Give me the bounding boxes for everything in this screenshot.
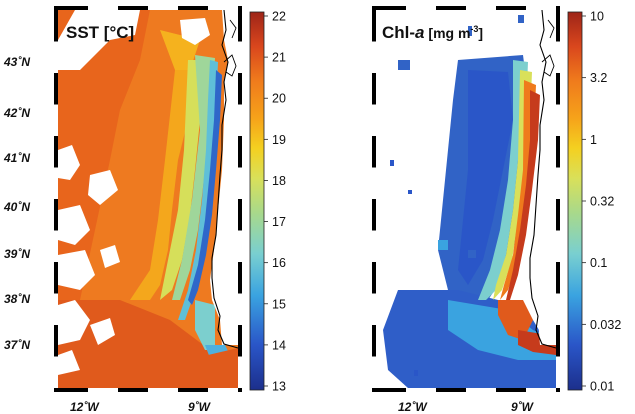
frame-segment	[556, 167, 560, 199]
chl-field	[383, 10, 556, 388]
sst-colorbar	[249, 11, 265, 391]
chl-lon-label: 12˚W	[398, 400, 428, 414]
frame-segment	[54, 41, 58, 73]
chl-border-ticks	[372, 6, 560, 392]
frame-segment	[148, 388, 178, 392]
colorbar-tick-label: 14	[272, 338, 286, 352]
colorbar-tick-label: 1	[590, 133, 597, 147]
colorbar-tick-label: 17	[272, 215, 286, 229]
colorbar-tick-label: 21	[272, 51, 286, 65]
sst-lat-label: 40˚N	[3, 200, 30, 214]
frame-segment	[466, 6, 496, 10]
chl-colorbar-ticks: 10 3.2 1 0.32 0.1 0.032 0.01	[582, 10, 621, 394]
frame-segment	[54, 356, 58, 388]
colorbar-tick-label: 20	[272, 92, 286, 106]
frame-segment	[148, 6, 178, 10]
chl-colorbar	[567, 11, 583, 391]
frame-segment	[88, 388, 118, 392]
colorbar-tick-label: 3.2	[590, 71, 607, 85]
sst-lon-label: 9˚W	[188, 400, 212, 414]
chl-panel: Chl-a [mg m-3] 12˚W 9˚W 10 3.2 1 0.32 0.1 0.0…	[318, 0, 635, 414]
colorbar-tick-label: 0.01	[590, 380, 614, 394]
colorbar-tick-label: 10	[590, 10, 604, 24]
colorbar-tick-label: 13	[272, 380, 286, 394]
frame-segment	[208, 388, 238, 392]
frame-segment	[372, 293, 376, 325]
sst-panel: SST [°C] 43˚N 42˚N 41˚N 40˚N 39˚N 38˚N 3…	[0, 0, 317, 414]
colorbar-tick-label: 22	[272, 10, 286, 24]
sst-colorbar-ticks: 22 21 20 19 18 17 16 15 14 13	[264, 10, 286, 394]
frame-segment	[54, 167, 58, 199]
sst-lat-label: 39˚N	[4, 247, 30, 261]
chl-title: Chl-a [mg m-3]	[382, 23, 483, 42]
frame-segment	[238, 104, 242, 136]
sst-title: SST [°C]	[66, 23, 134, 42]
frame-segment	[88, 6, 118, 10]
sst-lat-label: 43˚N	[3, 55, 30, 69]
frame-segment	[238, 230, 242, 262]
frame-segment	[406, 388, 436, 392]
sst-lat-label: 37˚N	[4, 338, 30, 352]
sst-border-ticks	[54, 6, 242, 392]
sst-lat-label: 38˚N	[4, 292, 30, 306]
sst-lat-label: 42˚N	[3, 106, 30, 120]
colorbar-tick-label: 19	[272, 133, 286, 147]
frame-segment	[406, 6, 436, 10]
frame-segment	[372, 167, 376, 199]
sst-lat-label: 41˚N	[3, 151, 30, 165]
frame-segment	[238, 41, 242, 73]
frame-segment	[556, 293, 560, 325]
frame-segment	[238, 293, 242, 325]
frame-segment	[208, 6, 238, 10]
colorbar-tick-label: 15	[272, 297, 286, 311]
chl-map-svg: Chl-a [mg m-3] 12˚W 9˚W 10 3.2 1 0.32 0.1 0.0…	[372, 6, 621, 414]
colorbar-tick-label: 0.1	[590, 256, 607, 270]
frame-segment	[556, 356, 560, 388]
frame-segment	[526, 388, 556, 392]
frame-segment	[466, 388, 496, 392]
frame-segment	[238, 167, 242, 199]
colorbar-tick-label: 0.32	[590, 195, 614, 209]
frame-segment	[556, 41, 560, 73]
colorbar-tick-label: 18	[272, 174, 286, 188]
frame-segment	[54, 230, 58, 262]
frame-segment	[372, 104, 376, 136]
frame-segment	[372, 41, 376, 73]
frame-segment	[526, 6, 556, 10]
sst-lat-labels: 43˚N 42˚N 41˚N 40˚N 39˚N 38˚N 37˚N	[3, 55, 30, 352]
colorbar-tick-label: 16	[272, 256, 286, 270]
colorbar-tick-label: 0.032	[590, 318, 621, 332]
frame-segment	[372, 356, 376, 388]
frame-segment	[238, 356, 242, 388]
frame-segment	[54, 104, 58, 136]
frame-segment	[556, 230, 560, 262]
chl-lon-label: 9˚W	[511, 400, 535, 414]
sst-map-svg: SST [°C] 43˚N 42˚N 41˚N 40˚N 39˚N 38˚N 3…	[3, 6, 286, 414]
frame-segment	[54, 293, 58, 325]
sst-lon-label: 12˚W	[70, 400, 100, 414]
sst-field	[58, 10, 238, 388]
frame-segment	[372, 230, 376, 262]
frame-segment	[556, 104, 560, 136]
